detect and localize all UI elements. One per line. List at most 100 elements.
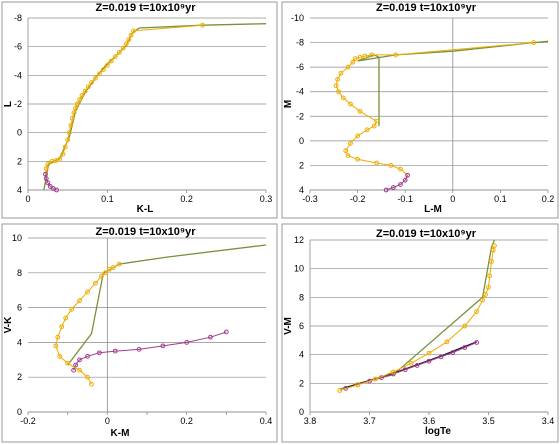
data-point <box>123 41 129 47</box>
data-point <box>93 75 98 81</box>
data-point <box>355 156 361 162</box>
chart-title: Z=0.019 t=10x10⁹yr <box>95 226 196 238</box>
data-point <box>45 161 51 167</box>
series-3 <box>53 261 122 387</box>
data-point <box>336 89 341 95</box>
y-tick-label: -8 <box>296 38 304 48</box>
data-point <box>390 185 396 190</box>
data-point <box>77 357 82 363</box>
y-tick-label: 0 <box>299 136 304 146</box>
y-tick-label: 4 <box>299 350 304 360</box>
series-line <box>339 239 496 390</box>
data-point <box>85 289 90 295</box>
data-point <box>66 130 72 136</box>
y-tick-label: -6 <box>296 62 304 72</box>
data-point <box>93 280 98 286</box>
data-point <box>374 118 380 124</box>
chart-panel-1: 0 0.1 0.2 0.3 4 2 0 -2 -4 -6 -8 Z=0.019 t=10x10⁹yr K… <box>1 1 278 219</box>
y-tick-label: -2 <box>14 99 22 109</box>
x-tick-label: 0 <box>25 194 30 204</box>
data-point <box>57 353 63 359</box>
data-point <box>486 284 491 290</box>
data-point <box>355 133 361 139</box>
series-1 <box>67 244 267 366</box>
data-point <box>60 151 66 157</box>
data-point <box>369 52 375 58</box>
data-point <box>184 340 190 345</box>
data-point <box>68 123 74 128</box>
data-point <box>57 156 63 162</box>
data-point <box>393 52 399 58</box>
data-point <box>388 163 394 168</box>
x-tick-label: 3.6 <box>423 416 436 426</box>
data-point <box>371 123 377 129</box>
data-point <box>480 297 485 303</box>
data-point <box>398 182 403 187</box>
data-point <box>136 346 142 352</box>
chart-panel-4: 3.8 3.7 3.6 3.5 3.4 0 2 4 6 8 10 12 Z=0.019 t=10x10⁹… <box>281 223 559 443</box>
data-point <box>483 292 488 297</box>
data-point <box>200 22 205 28</box>
x-tick-label: -0.3 <box>302 194 318 204</box>
y-tick-label: 0 <box>17 407 22 417</box>
x-tick-label: 0.2 <box>542 194 555 204</box>
x-tick-label: 3.7 <box>363 416 376 426</box>
data-point <box>414 363 420 368</box>
y-tick-label: 6 <box>17 303 22 313</box>
data-point <box>69 306 75 312</box>
data-point <box>362 53 368 59</box>
y-axis-label: M <box>283 100 294 108</box>
series-2 <box>43 22 205 177</box>
data-point <box>408 360 414 366</box>
y-axis-label: L <box>3 101 14 107</box>
y-tick-label: 2 <box>299 378 304 388</box>
data-point <box>364 127 370 133</box>
data-point <box>450 350 456 355</box>
x-axis-label: L-M <box>424 204 442 215</box>
y-tick-label: 10 <box>294 264 304 274</box>
series-1 <box>339 239 496 390</box>
chart-title: Z=0.019 t=10x10⁹yr <box>376 228 477 240</box>
series-line <box>335 42 534 176</box>
data-point <box>79 93 85 98</box>
data-point <box>487 273 493 279</box>
data-point <box>333 83 339 88</box>
data-point <box>383 187 389 193</box>
data-point <box>116 261 122 267</box>
y-tick-label: 8 <box>17 268 22 278</box>
data-point <box>357 54 363 60</box>
data-point <box>345 64 351 70</box>
data-point <box>355 382 361 388</box>
x-axis-label: K-L <box>137 204 154 215</box>
x-tick-label: 0.4 <box>260 416 273 426</box>
x-tick-label: -0.2 <box>20 416 36 426</box>
data-point <box>490 247 496 253</box>
data-point <box>100 67 106 72</box>
data-point <box>45 180 51 186</box>
data-point <box>97 71 102 77</box>
y-tick-label: -8 <box>14 13 22 23</box>
series-line <box>67 244 267 366</box>
series-3 <box>383 172 410 193</box>
data-point <box>43 171 48 177</box>
data-point <box>85 374 90 380</box>
y-tick-label: 12 <box>294 235 304 245</box>
x-tick-label: 0.2 <box>180 416 193 426</box>
data-point <box>77 367 82 373</box>
x-tick-label: 0.1 <box>101 194 114 204</box>
data-point <box>98 273 104 279</box>
x-tick-label: -0.2 <box>350 194 366 204</box>
y-tick-label: -6 <box>14 42 22 52</box>
data-point <box>71 110 77 115</box>
data-point <box>426 358 432 364</box>
data-point <box>438 354 444 360</box>
series-3 <box>43 171 59 193</box>
data-point <box>112 348 118 354</box>
x-tick-label: 3.8 <box>304 416 317 426</box>
data-point <box>352 56 358 61</box>
data-point <box>104 62 110 68</box>
data-point <box>390 369 396 375</box>
data-point <box>531 40 537 45</box>
data-point <box>462 323 468 329</box>
data-point <box>82 88 88 94</box>
